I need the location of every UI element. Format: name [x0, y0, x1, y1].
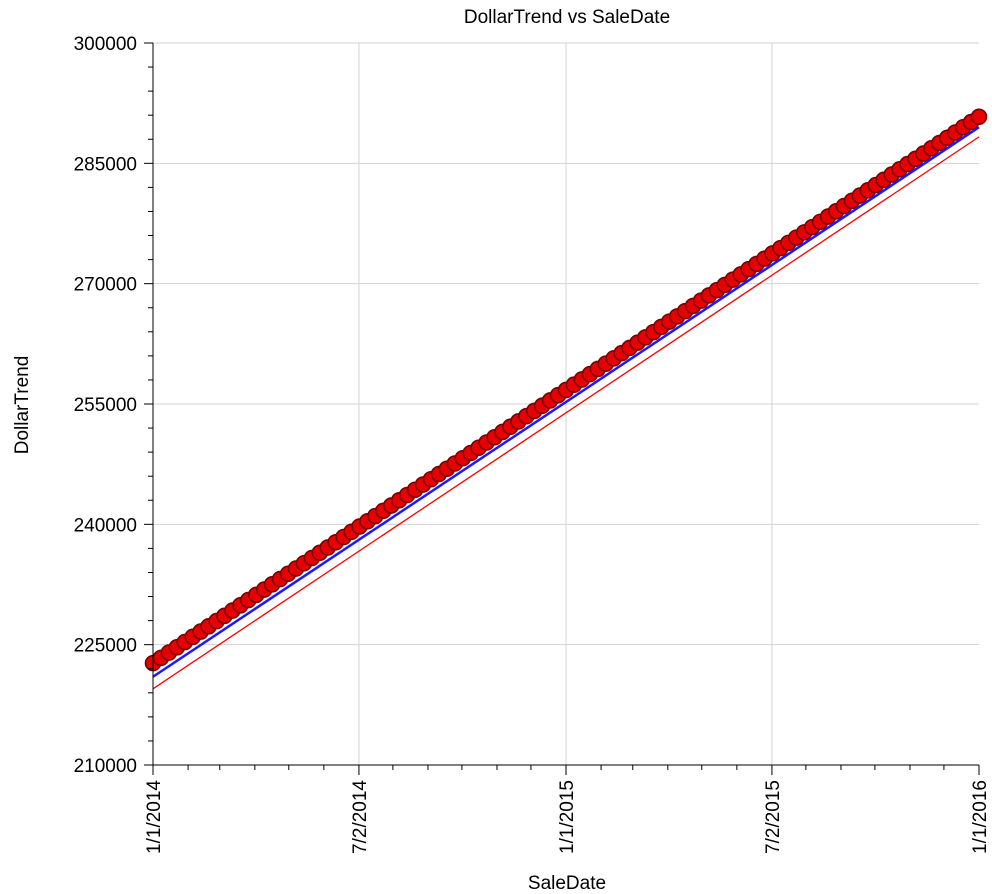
grid: [153, 42, 979, 766]
fit-line: [152, 126, 980, 678]
data-point: [970, 108, 988, 126]
y-tick-label: 210000: [74, 756, 137, 777]
fit-line-path: [152, 126, 980, 678]
x-tick-label: 1/1/2016: [970, 780, 991, 854]
y-tick-label: 300000: [74, 34, 137, 55]
y-tick-label: 255000: [74, 395, 137, 416]
x-tick-label: 7/2/2015: [763, 780, 784, 854]
axes: [144, 42, 980, 775]
x-tick-label: 1/1/2015: [557, 780, 578, 854]
chart-title: DollarTrend vs SaleDate: [464, 7, 670, 28]
confidence-band-lower: [152, 136, 980, 690]
x-tick-labels: 1/1/2014 7/2/2014 1/1/2015 7/2/2015 1/1/2016: [144, 780, 991, 854]
x-tick-label: 1/1/2014: [144, 780, 165, 854]
y-tick-label: 240000: [74, 515, 137, 536]
y-tick-label: 285000: [74, 154, 137, 175]
y-axis-label: DollarTrend: [12, 356, 33, 455]
x-tick-label: 7/2/2014: [350, 780, 371, 854]
x-axis-label: SaleDate: [528, 873, 606, 894]
y-tick-label: 225000: [74, 636, 137, 657]
y-tick-labels: 210000 225000 240000 255000 270000 285000 3000…: [74, 34, 137, 777]
y-tick-label: 270000: [74, 275, 137, 296]
data-points: [144, 108, 988, 672]
